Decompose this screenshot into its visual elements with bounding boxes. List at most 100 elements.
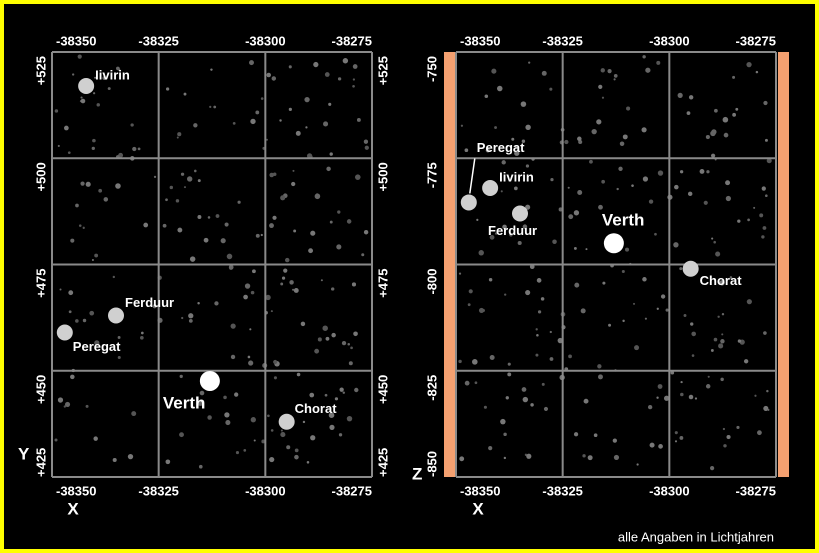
- background-star: [541, 70, 547, 76]
- background-star: [607, 69, 612, 74]
- background-star: [691, 354, 695, 357]
- background-star: [289, 280, 294, 285]
- background-star: [743, 359, 749, 364]
- background-star: [103, 197, 109, 202]
- background-star: [525, 124, 531, 131]
- background-star: [197, 301, 200, 305]
- background-star: [337, 77, 342, 81]
- background-star: [725, 195, 731, 202]
- x-tick-label: -38325: [542, 483, 582, 498]
- background-star: [331, 287, 334, 291]
- background-star: [489, 355, 495, 360]
- background-star: [763, 100, 768, 106]
- background-star: [244, 283, 251, 289]
- background-star: [272, 215, 277, 220]
- background-star: [552, 239, 557, 245]
- x-tick-label: -38325: [138, 483, 178, 498]
- background-star: [271, 76, 277, 81]
- background-star: [761, 186, 766, 191]
- background-star: [766, 158, 772, 164]
- background-star: [501, 160, 506, 165]
- background-star: [67, 151, 71, 155]
- background-star: [522, 224, 528, 229]
- background-star: [711, 237, 714, 240]
- background-star: [181, 316, 184, 320]
- background-star: [568, 214, 574, 220]
- background-star: [329, 152, 333, 156]
- background-star: [705, 384, 711, 389]
- x-axis-label: X: [472, 499, 484, 518]
- background-star: [152, 304, 157, 309]
- background-star: [754, 394, 757, 397]
- background-star: [725, 180, 731, 186]
- background-star: [688, 95, 694, 100]
- background-star: [215, 214, 220, 218]
- background-star: [285, 257, 290, 263]
- background-star: [732, 112, 737, 117]
- background-star: [488, 446, 493, 451]
- background-star: [331, 332, 336, 338]
- background-star: [260, 97, 264, 100]
- background-star: [314, 348, 320, 354]
- background-star: [59, 288, 62, 291]
- background-star: [336, 244, 342, 250]
- background-star: [328, 412, 335, 418]
- side-bar: [778, 52, 789, 477]
- x-tick-label: -38275: [332, 483, 372, 498]
- background-star: [329, 220, 333, 224]
- background-star: [324, 72, 330, 77]
- background-star: [338, 433, 343, 437]
- background-star: [591, 128, 597, 135]
- background-star: [166, 87, 170, 91]
- background-star: [494, 126, 497, 129]
- background-star: [525, 289, 531, 296]
- background-star: [525, 204, 531, 210]
- background-star: [500, 418, 506, 425]
- background-star: [309, 392, 315, 398]
- background-star: [464, 380, 470, 386]
- background-star: [718, 343, 724, 349]
- background-star: [679, 436, 684, 440]
- background-star: [528, 61, 531, 64]
- background-star: [180, 172, 185, 176]
- background-star: [107, 87, 111, 91]
- background-star: [165, 198, 168, 202]
- background-star: [346, 219, 352, 224]
- background-star: [130, 123, 134, 127]
- background-star: [250, 118, 256, 125]
- background-star: [549, 330, 552, 334]
- background-star: [568, 354, 572, 359]
- background-star: [270, 429, 274, 432]
- background-star: [713, 337, 718, 342]
- background-star: [214, 301, 219, 306]
- background-star: [657, 170, 664, 176]
- background-star: [589, 159, 593, 164]
- background-star: [193, 123, 198, 128]
- y-tick-label: +500: [375, 162, 390, 191]
- background-star: [306, 153, 313, 159]
- background-star: [573, 432, 579, 437]
- background-star: [337, 210, 341, 214]
- x-tick-label: -38350: [56, 483, 96, 498]
- background-star: [600, 68, 605, 73]
- background-star: [514, 146, 518, 149]
- background-star: [658, 444, 663, 449]
- background-star: [342, 58, 349, 64]
- background-star: [608, 323, 612, 327]
- background-star: [255, 233, 260, 238]
- background-star: [503, 456, 507, 460]
- background-star: [613, 454, 620, 461]
- background-star: [525, 164, 530, 168]
- background-star: [346, 415, 353, 422]
- background-star: [626, 106, 631, 111]
- background-star: [250, 417, 256, 423]
- background-star: [543, 406, 549, 411]
- background-star: [361, 253, 365, 257]
- star-label: Verth: [163, 393, 206, 412]
- background-star: [761, 235, 765, 239]
- background-star: [722, 116, 729, 123]
- background-star: [117, 68, 121, 71]
- background-star: [683, 314, 687, 318]
- star-label: Verth: [602, 211, 645, 230]
- background-star: [522, 396, 529, 403]
